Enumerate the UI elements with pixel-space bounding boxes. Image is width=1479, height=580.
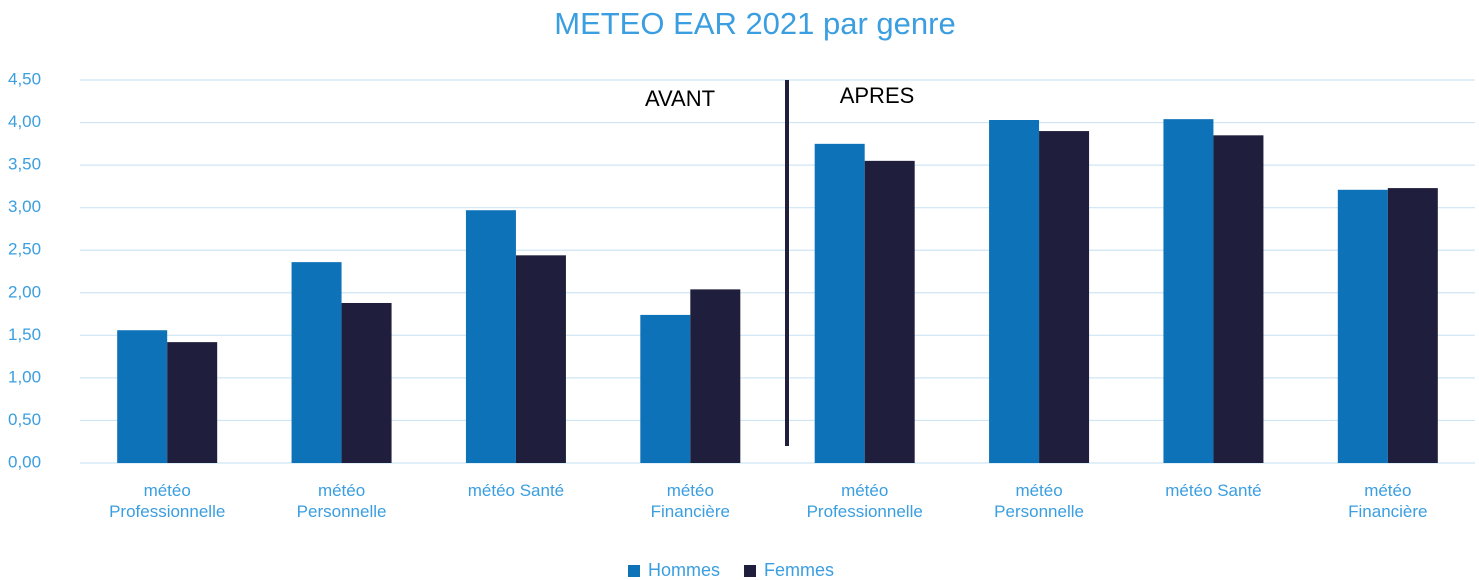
y-tick-label: 2,50 <box>8 240 41 259</box>
bar <box>341 302 392 463</box>
x-tick-label: météo Professionnelle <box>806 481 923 521</box>
y-tick-label: 0,50 <box>8 410 41 429</box>
bar <box>465 210 516 463</box>
bar <box>1387 188 1438 463</box>
annotation: AVANT <box>645 86 715 111</box>
y-tick-label: 1,00 <box>8 367 41 386</box>
bar <box>1213 135 1264 464</box>
legend-label: Hommes <box>648 560 720 580</box>
y-tick-label: 3,50 <box>8 155 41 174</box>
x-tick-label: météo Financière <box>1348 481 1428 521</box>
x-tick-label: météo Personnelle <box>994 481 1084 521</box>
annotation: APRES <box>840 83 915 108</box>
bar <box>117 330 168 463</box>
y-tick-label: 4,50 <box>8 69 41 88</box>
bar <box>864 160 915 463</box>
bar <box>989 120 1040 463</box>
x-tick-label: météo Santé <box>1165 481 1262 500</box>
bar <box>1039 131 1090 464</box>
x-tick-label: météo Financière <box>650 481 730 521</box>
y-tick-label: 1,50 <box>8 325 41 344</box>
x-tick-label: météo Santé <box>467 481 565 500</box>
x-tick-label: météo Personnelle <box>296 481 387 521</box>
bar <box>1163 119 1214 463</box>
bar <box>1337 189 1388 463</box>
x-tick-label: météo Professionnelle <box>109 481 226 521</box>
bar <box>640 314 691 463</box>
y-tick-label: 2,00 <box>8 282 41 301</box>
y-tick-label: 0,00 <box>8 452 41 471</box>
y-tick-label: 4,00 <box>8 112 41 131</box>
legend-label: Femmes <box>764 560 834 580</box>
bar <box>814 143 865 464</box>
bar <box>515 255 566 463</box>
bar <box>167 342 218 463</box>
bar <box>291 262 342 463</box>
legend-swatch <box>628 565 640 577</box>
legend-swatch <box>744 565 757 577</box>
bar <box>690 289 741 463</box>
chart-title: METEO EAR 2021 par genre <box>554 6 955 41</box>
y-tick-label: 3,00 <box>8 197 41 216</box>
